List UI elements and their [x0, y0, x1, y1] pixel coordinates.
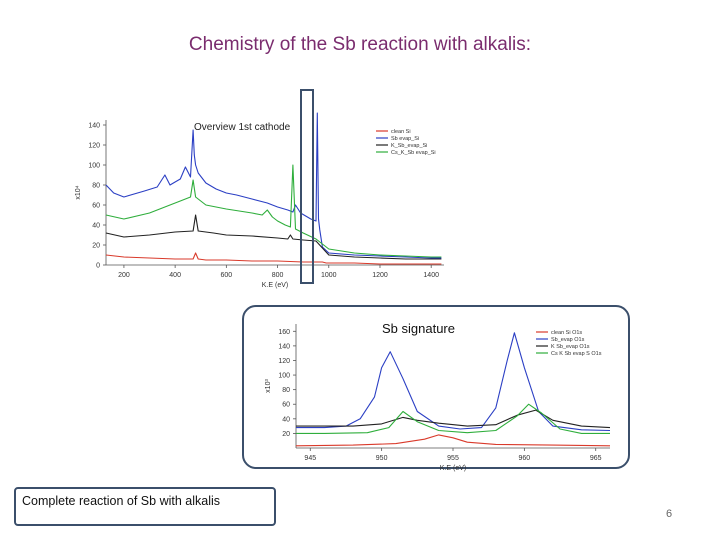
series-line-3: [105, 214, 442, 260]
y-axis-label: x10⁴: [75, 185, 82, 199]
x-tick-label: 965: [590, 455, 602, 462]
y-tick-label: 80: [92, 183, 100, 190]
y-tick-label: 160: [278, 329, 290, 336]
page-number: 6: [666, 508, 673, 520]
x-tick-label: 955: [447, 455, 459, 462]
legend-entry: Sb evap_Si: [391, 136, 419, 142]
zoom-callout-frame: [242, 305, 630, 469]
x-tick-label: 400: [169, 272, 181, 279]
x-axis-label: K.E (eV): [262, 282, 288, 289]
chart-title: Overview 1st cathode: [194, 122, 291, 133]
x-axis-label: K.E (eV): [440, 465, 466, 472]
chart-svg: 0 20 40 60 80 100 120 140 200 400 600 800 1000 1200 14…: [75, 112, 444, 289]
overview-chart: 0 20 40 60 80 100 120 140 200 400 600 800 1000 1200 14…: [70, 110, 460, 300]
y-tick-label: 100: [88, 163, 100, 170]
legend-entry: Cs_K_Sb evap_Si: [391, 150, 436, 156]
series-line-3: [296, 409, 611, 429]
y-tick-label: 80: [282, 387, 290, 394]
y-tick-label: 140: [278, 343, 290, 350]
x-tick-label: 800: [272, 272, 284, 279]
y-tick-label: 120: [88, 143, 100, 150]
legend-entry: clean Si: [391, 129, 411, 135]
y-tick-label: 60: [92, 203, 100, 210]
y-tick-label: 120: [278, 358, 290, 365]
x-tick-label: 960: [519, 455, 531, 462]
chart-svg: 20 40 60 80 100 120 140 160 945 950 955 960 965 K.E (…: [265, 324, 611, 472]
x-tick-label: 945: [304, 455, 316, 462]
y-tick-label: 0: [96, 263, 100, 270]
series-line-1: [105, 252, 442, 265]
y-tick-label: 100: [278, 373, 290, 380]
highlight-box: [300, 89, 314, 284]
series-line-4: [105, 164, 442, 258]
x-tick-label: 200: [118, 272, 130, 279]
x-tick-label: 1000: [321, 272, 337, 279]
y-axis-label: x10³: [265, 379, 272, 393]
series-line-2: [296, 332, 611, 432]
x-tick-label: 600: [221, 272, 233, 279]
y-tick-label: 60: [282, 402, 290, 409]
y-tick-label: 20: [92, 243, 100, 250]
y-tick-label: 40: [282, 416, 290, 423]
series-line-4: [296, 403, 610, 434]
x-tick-label: 1200: [372, 272, 388, 279]
x-tick-label: 1400: [423, 272, 439, 279]
sb-signature-label: Sb signature: [380, 321, 457, 336]
legend-entry: K_Sb_evap_Si: [391, 143, 427, 149]
legend-entry: K Sb_evap O1s: [551, 344, 590, 350]
series-line-1: [295, 434, 611, 447]
o1s-zoom-chart: 20 40 60 80 100 120 140 160 945 950 955 960 965 K.E (…: [265, 318, 628, 472]
legend-entry: clean Si O1s: [551, 330, 582, 336]
y-tick-label: 40: [92, 223, 100, 230]
footnote-text: Complete reaction of Sb with alkalis: [22, 494, 221, 508]
x-tick-label: 950: [376, 455, 388, 462]
legend-entry: Sb_evap O1s: [551, 337, 585, 343]
y-tick-label: 20: [282, 431, 290, 438]
slide-title: Chemistry of the Sb reaction with alkali…: [188, 34, 532, 55]
y-tick-label: 140: [88, 123, 100, 130]
footnote-box: Complete reaction of Sb with alkalis: [14, 487, 276, 526]
legend-entry: Cs K Sb evap S O1s: [551, 351, 602, 357]
